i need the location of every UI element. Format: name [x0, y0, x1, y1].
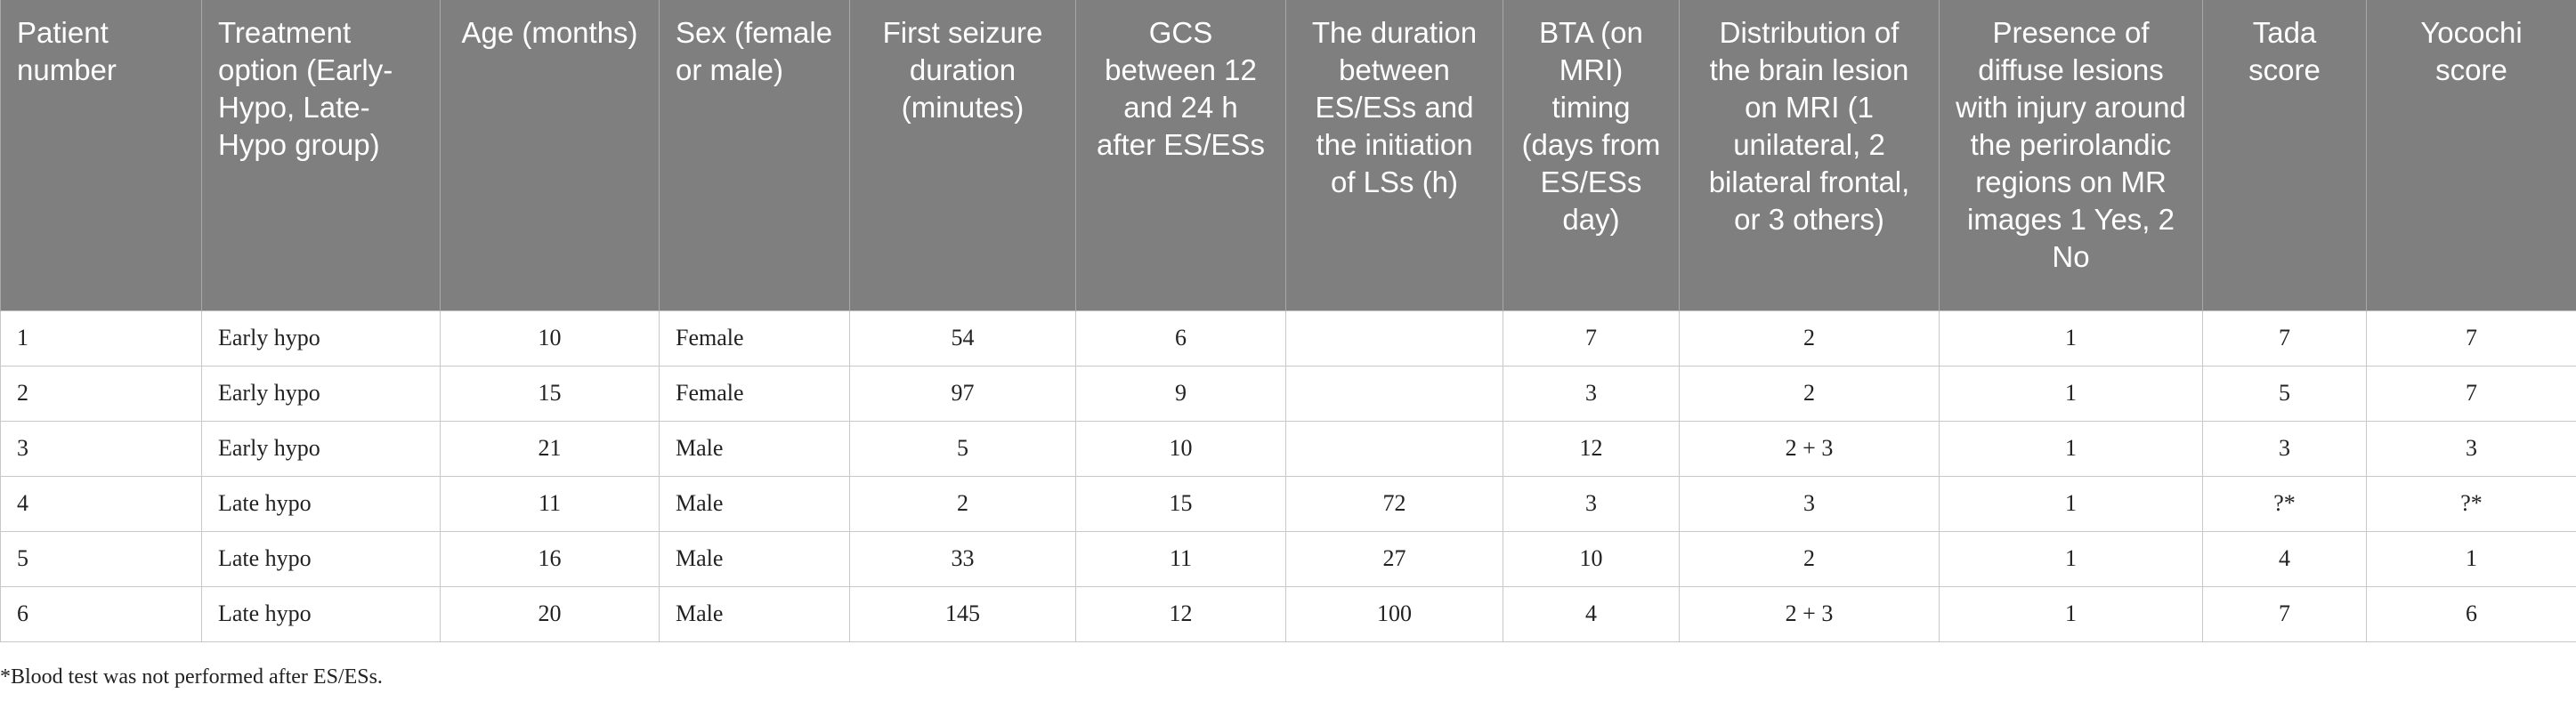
cell-sex: Male [659, 585, 850, 642]
patient-table: Patient number Treatment option (Early-H… [0, 0, 2576, 642]
cell-tada-score: 4 [2202, 530, 2367, 587]
cell-yocochi-score: 7 [2366, 310, 2576, 367]
cell-yocochi-score: 6 [2366, 585, 2576, 642]
cell-treatment: Early hypo [201, 310, 441, 367]
cell-age: 16 [440, 530, 660, 587]
cell-seizure-duration: 145 [849, 585, 1076, 642]
header-duration-to-lss: The duration between ES/ESs and the init… [1285, 0, 1503, 310]
cell-patient-number: 2 [0, 365, 202, 422]
table-row: 5 Late hypo 16 Male 33 11 27 10 2 1 4 1 [0, 530, 2576, 587]
header-gcs: GCS between 12 and 24 h after ES/ESs [1075, 0, 1286, 310]
cell-seizure-duration: 33 [849, 530, 1076, 587]
cell-gcs: 12 [1075, 585, 1286, 642]
cell-seizure-duration: 54 [849, 310, 1076, 367]
cell-seizure-duration: 97 [849, 365, 1076, 422]
cell-diffuse-lesions: 1 [1939, 530, 2203, 587]
header-bta-timing: BTA (on MRI) timing (days from ES/ESs da… [1503, 0, 1680, 310]
header-tada-score: Tada score [2202, 0, 2367, 310]
cell-tada-score: ?* [2202, 475, 2367, 532]
cell-patient-number: 1 [0, 310, 202, 367]
cell-gcs: 6 [1075, 310, 1286, 367]
cell-diffuse-lesions: 1 [1939, 365, 2203, 422]
table-row: 2 Early hypo 15 Female 97 9 3 2 1 5 7 [0, 365, 2576, 422]
cell-bta-timing: 3 [1503, 365, 1680, 422]
cell-tada-score: 7 [2202, 310, 2367, 367]
cell-gcs: 15 [1075, 475, 1286, 532]
cell-sex: Female [659, 310, 850, 367]
cell-patient-number: 4 [0, 475, 202, 532]
cell-gcs: 9 [1075, 365, 1286, 422]
cell-duration-to-lss [1285, 365, 1503, 422]
cell-age: 15 [440, 365, 660, 422]
table-footnote: *Blood test was not performed after ES/E… [0, 665, 383, 689]
cell-lesion-distribution: 2 [1679, 530, 1940, 587]
cell-lesion-distribution: 2 [1679, 310, 1940, 367]
cell-diffuse-lesions: 1 [1939, 310, 2203, 367]
cell-sex: Male [659, 475, 850, 532]
cell-gcs: 11 [1075, 530, 1286, 587]
cell-patient-number: 5 [0, 530, 202, 587]
cell-patient-number: 3 [0, 420, 202, 477]
table-row: 3 Early hypo 21 Male 5 10 12 2 + 3 1 3 3 [0, 420, 2576, 477]
header-yocochi-score: Yocochi score [2366, 0, 2576, 310]
header-sex: Sex (female or male) [659, 0, 850, 310]
table-row: 4 Late hypo 11 Male 2 15 72 3 3 1 ?* ?* [0, 475, 2576, 532]
cell-bta-timing: 12 [1503, 420, 1680, 477]
header-lesion-distribution: Distribution of the brain lesion on MRI … [1679, 0, 1940, 310]
header-row: Patient number Treatment option (Early-H… [0, 0, 2576, 310]
cell-gcs: 10 [1075, 420, 1286, 477]
cell-sex: Male [659, 420, 850, 477]
cell-lesion-distribution: 3 [1679, 475, 1940, 532]
cell-tada-score: 5 [2202, 365, 2367, 422]
header-age: Age (months) [440, 0, 660, 310]
cell-diffuse-lesions: 1 [1939, 475, 2203, 532]
header-treatment-option: Treatment option (Early-Hypo, Late-Hypo … [201, 0, 441, 310]
cell-diffuse-lesions: 1 [1939, 585, 2203, 642]
cell-duration-to-lss [1285, 420, 1503, 477]
cell-sex: Female [659, 365, 850, 422]
cell-age: 10 [440, 310, 660, 367]
cell-bta-timing: 3 [1503, 475, 1680, 532]
cell-yocochi-score: 7 [2366, 365, 2576, 422]
cell-treatment: Late hypo [201, 475, 441, 532]
header-patient-number: Patient number [0, 0, 202, 310]
cell-tada-score: 3 [2202, 420, 2367, 477]
cell-bta-timing: 4 [1503, 585, 1680, 642]
cell-yocochi-score: 3 [2366, 420, 2576, 477]
cell-bta-timing: 7 [1503, 310, 1680, 367]
cell-bta-timing: 10 [1503, 530, 1680, 587]
header-first-seizure-duration: First seizure duration (minutes) [849, 0, 1076, 310]
cell-duration-to-lss [1285, 310, 1503, 367]
cell-treatment: Early hypo [201, 365, 441, 422]
table-row: 1 Early hypo 10 Female 54 6 7 2 1 7 7 [0, 310, 2576, 367]
cell-age: 20 [440, 585, 660, 642]
cell-duration-to-lss: 27 [1285, 530, 1503, 587]
cell-tada-score: 7 [2202, 585, 2367, 642]
cell-yocochi-score: ?* [2366, 475, 2576, 532]
cell-seizure-duration: 5 [849, 420, 1076, 477]
cell-duration-to-lss: 100 [1285, 585, 1503, 642]
cell-patient-number: 6 [0, 585, 202, 642]
cell-yocochi-score: 1 [2366, 530, 2576, 587]
header-diffuse-lesions: Presence of diffuse lesions with injury … [1939, 0, 2203, 310]
cell-seizure-duration: 2 [849, 475, 1076, 532]
cell-treatment: Early hypo [201, 420, 441, 477]
cell-diffuse-lesions: 1 [1939, 420, 2203, 477]
cell-age: 11 [440, 475, 660, 532]
cell-lesion-distribution: 2 + 3 [1679, 420, 1940, 477]
cell-duration-to-lss: 72 [1285, 475, 1503, 532]
cell-age: 21 [440, 420, 660, 477]
cell-lesion-distribution: 2 + 3 [1679, 585, 1940, 642]
cell-treatment: Late hypo [201, 585, 441, 642]
table-row: 6 Late hypo 20 Male 145 12 100 4 2 + 3 1… [0, 585, 2576, 642]
cell-sex: Male [659, 530, 850, 587]
cell-treatment: Late hypo [201, 530, 441, 587]
cell-lesion-distribution: 2 [1679, 365, 1940, 422]
